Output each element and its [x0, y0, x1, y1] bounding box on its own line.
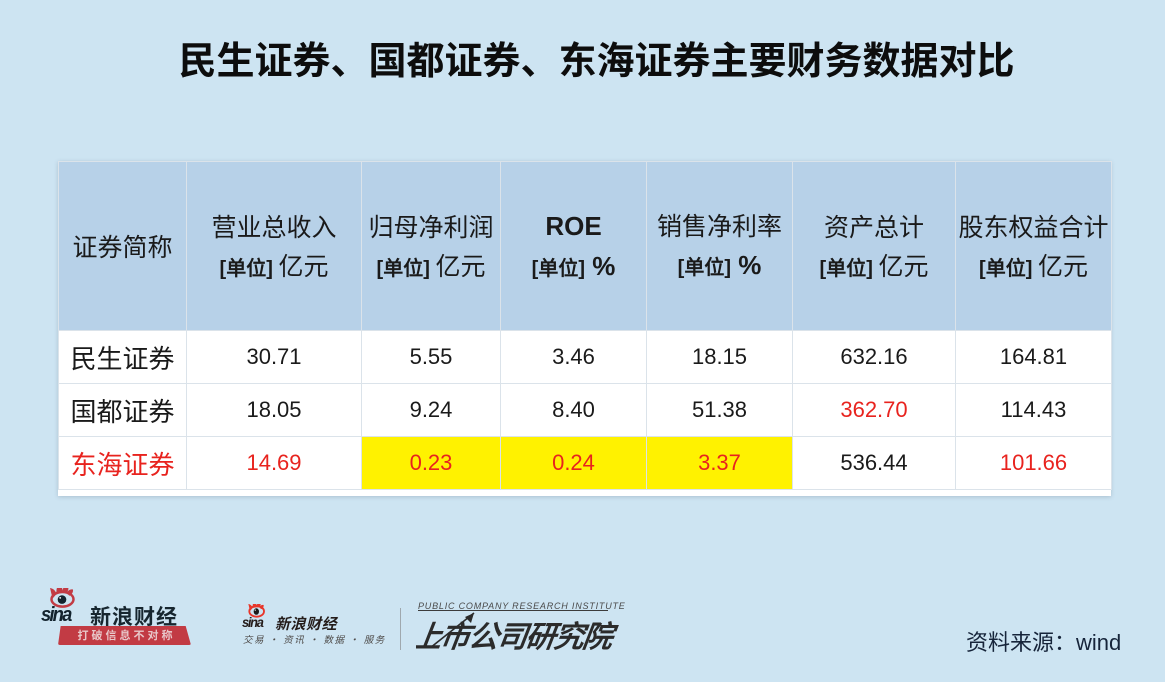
svg-text:上市公司研究院: 上市公司研究院 — [416, 620, 620, 654]
